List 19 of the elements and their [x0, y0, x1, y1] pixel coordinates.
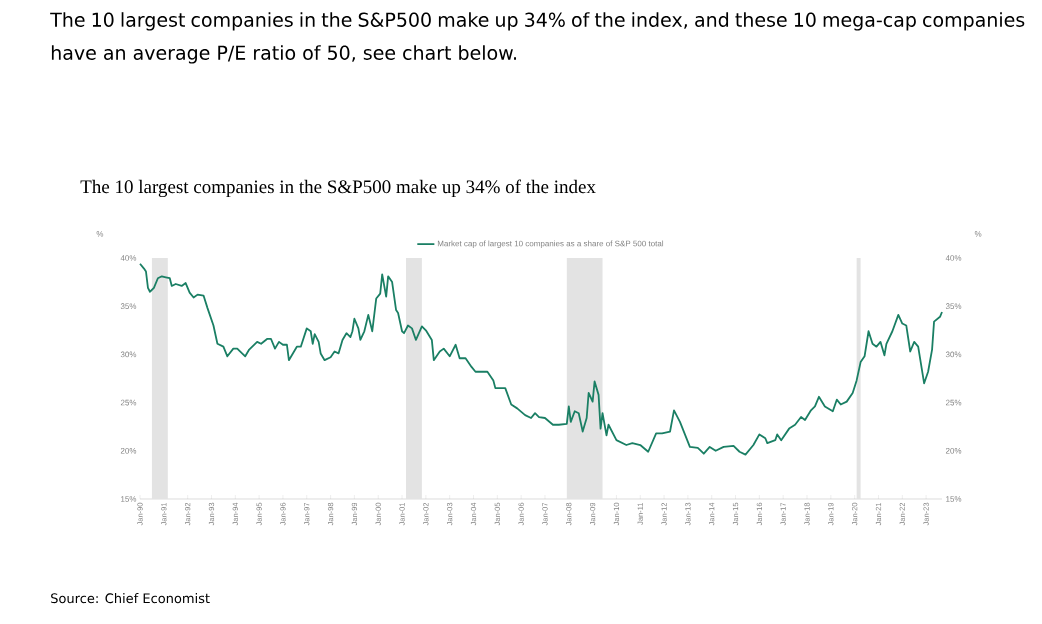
- y-tick-label: 35%: [120, 303, 137, 310]
- source-note: Source: Chief Economist: [51, 593, 210, 604]
- y2-tick-label: 15%: [946, 496, 962, 502]
- y-tick-label: 40%: [120, 255, 137, 261]
- text: The 10 largest companies in the S&P500 make up 34% of the index, and these 10 mega-cap companies have an average P/E ratio of 50, see chart below.: [50, 12, 1025, 64]
- y2-tick-label: 30%: [945, 351, 962, 358]
- legend-label: Market cap of largest 10 companies as a share of S&P 500 total: [437, 240, 664, 248]
- chart-title: The 10 largest companies in the S&P500 make up 34% of the index: [80, 179, 596, 198]
- y2-tick-label: 20%: [945, 447, 962, 454]
- y-axis-title: %: [96, 231, 104, 237]
- y2-tick-label: 40%: [945, 255, 962, 261]
- y2-tick-label: 25%: [945, 399, 962, 406]
- y2-axis-title: %: [974, 231, 982, 237]
- y-tick-label: 30%: [120, 351, 137, 358]
- y-tick-label: 20%: [120, 447, 137, 454]
- y-tick-label: 15%: [121, 496, 137, 502]
- y2-tick-label: 35%: [945, 303, 962, 310]
- y-tick-label: 25%: [120, 399, 137, 406]
- line-series: [139, 262, 943, 456]
